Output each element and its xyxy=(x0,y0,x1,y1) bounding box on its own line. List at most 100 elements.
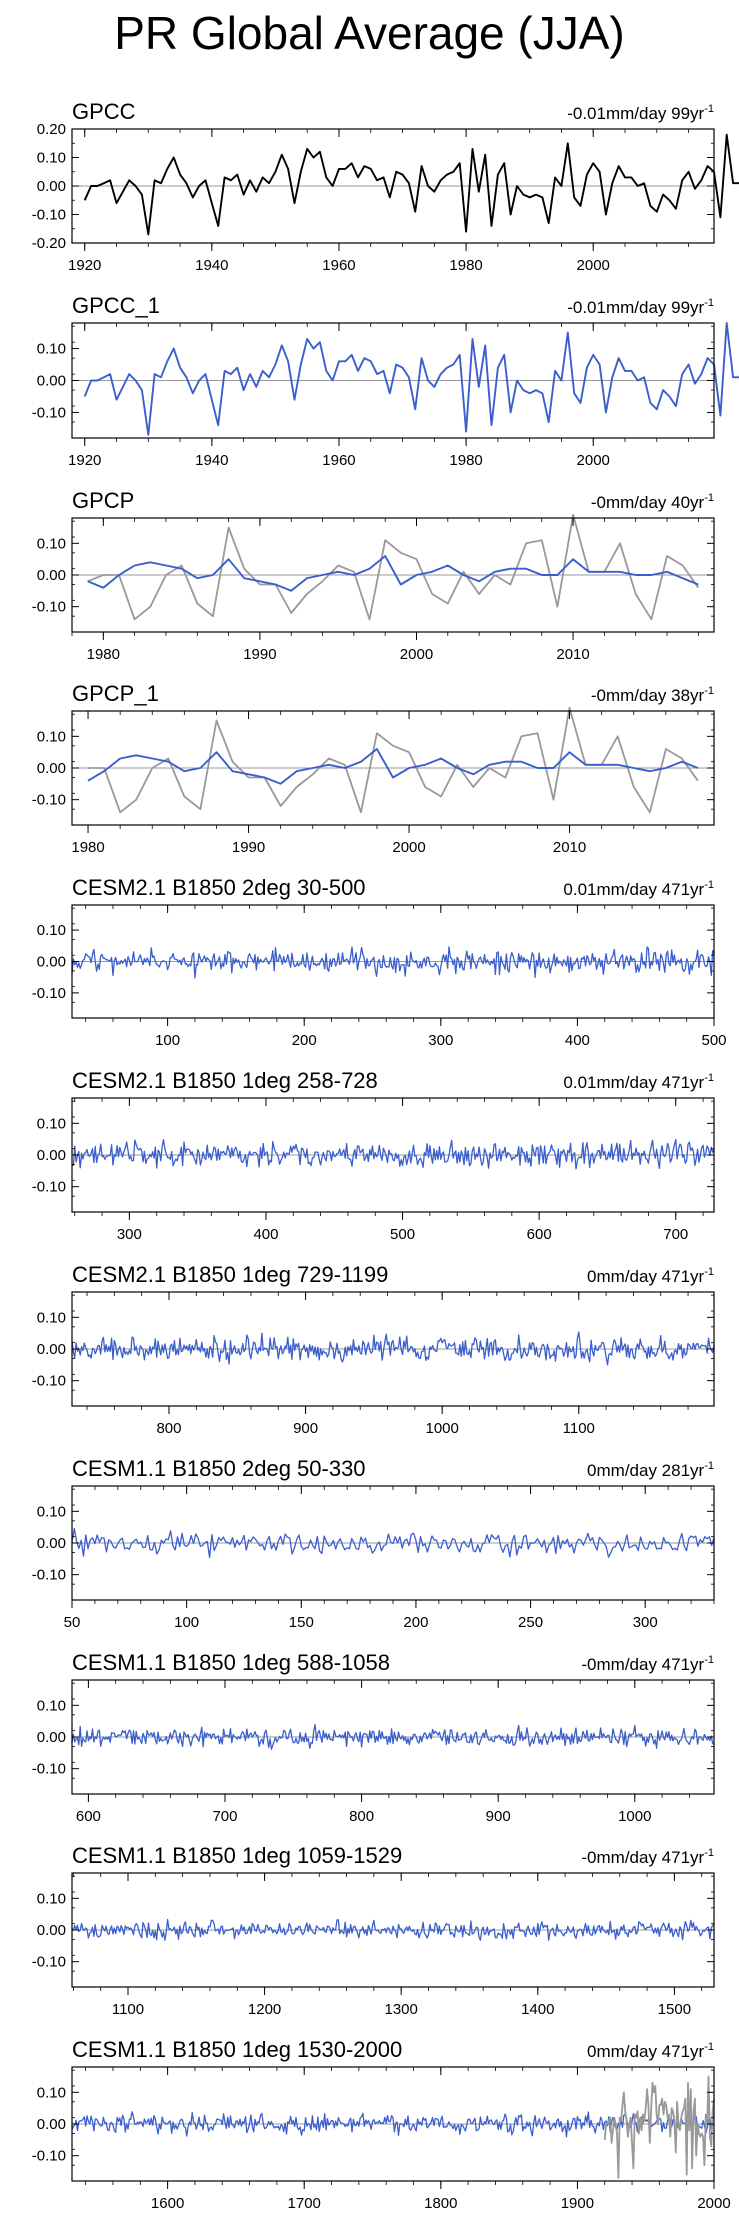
panel-title: CESM1.1 B1850 1deg 588-1058 xyxy=(72,1650,390,1675)
xtick-label: 1980 xyxy=(449,452,482,469)
series-line-model xyxy=(71,1527,715,1559)
ytick-label: -0.10 xyxy=(32,207,66,224)
panel-trend: -0mm/day 471yr-1 xyxy=(581,1847,714,1867)
panel-title: GPCP_1 xyxy=(72,681,159,706)
trend-value: -0.01mm/day 99yr xyxy=(567,104,704,123)
panel-trend: 0mm/day 471yr-1 xyxy=(587,1266,714,1286)
ytick-label: 0.10 xyxy=(37,150,66,167)
xtick-label: 900 xyxy=(486,1808,511,1825)
panel-1: GPCC -0.01mm/day 99yr-1 0.20 0.10 0.00 -0.10 -… xyxy=(32,99,739,274)
series-line-raw xyxy=(603,2075,715,2179)
panel-title: CESM2.1 B1850 2deg 30-500 xyxy=(72,875,366,900)
xtick-label: 2010 xyxy=(553,839,586,856)
panel-8: CESM1.1 B1850 2deg 50-330 0mm/day 281yr-1… xyxy=(32,1456,715,1631)
trend-value: -0.01mm/day 99yr xyxy=(567,298,704,317)
xtick-label: 1980 xyxy=(87,646,120,663)
ytick-label: -0.10 xyxy=(32,1179,66,1196)
xtick-label: 250 xyxy=(518,1614,543,1631)
ytick-label: 0.00 xyxy=(37,2116,66,2133)
trend-value: -0mm/day 40yr xyxy=(591,493,705,512)
ytick-label: 0.10 xyxy=(37,535,66,552)
xtick-label: 1800 xyxy=(424,2195,457,2212)
panel-10: CESM1.1 B1850 1deg 1059-1529 -0mm/day 471… xyxy=(32,1843,715,2018)
ytick-label: 0.00 xyxy=(37,1147,66,1164)
xtick-label: 300 xyxy=(633,1614,658,1631)
ytick-label: 0.00 xyxy=(37,1341,66,1358)
ytick-label: 0.10 xyxy=(37,728,66,745)
xtick-label: 1980 xyxy=(449,257,482,274)
series-line-raw xyxy=(88,706,699,814)
ytick-label: -0.10 xyxy=(32,404,66,421)
ytick-label: 0.00 xyxy=(37,1535,66,1552)
series-line-model xyxy=(71,1138,715,1170)
xtick-label: 1400 xyxy=(521,2001,554,2018)
xtick-label: 300 xyxy=(117,1226,142,1243)
xtick-label: 600 xyxy=(76,1808,101,1825)
xtick-label: 400 xyxy=(253,1226,278,1243)
trend-value: 0.01mm/day 471yr xyxy=(563,1073,704,1092)
panel-title: GPCP xyxy=(72,488,134,513)
ytick-label: 0.10 xyxy=(37,1115,66,1132)
ytick-label: 0.00 xyxy=(37,760,66,777)
ytick-label: 0.10 xyxy=(37,1503,66,1520)
ytick-label: 0.10 xyxy=(37,1890,66,1907)
xtick-label: 100 xyxy=(155,1032,180,1049)
xtick-label: 1940 xyxy=(195,452,228,469)
xtick-label: 400 xyxy=(565,1032,590,1049)
series-line-model xyxy=(71,946,715,979)
trend-value: 0.01mm/day 471yr xyxy=(563,880,704,899)
ytick-label: 0.00 xyxy=(37,178,66,195)
xtick-label: 800 xyxy=(349,1808,374,1825)
xtick-label: 1980 xyxy=(71,839,104,856)
ytick-label: 0.00 xyxy=(37,373,66,390)
series-line-model xyxy=(87,555,699,592)
ytick-label: 0.10 xyxy=(37,2084,66,2101)
xtick-label: 1990 xyxy=(232,839,265,856)
ytick-label: -0.10 xyxy=(32,1373,66,1390)
panel-4: GPCP_1 -0mm/day 38yr-1 0.10 0.00 -0.10 1980 19… xyxy=(32,681,715,856)
xtick-label: 100 xyxy=(174,1614,199,1631)
xtick-label: 500 xyxy=(701,1032,726,1049)
xtick-label: 2000 xyxy=(400,646,433,663)
xtick-label: 1100 xyxy=(563,1420,595,1437)
series-line-obs xyxy=(83,133,739,236)
trend-value: -0mm/day 471yr xyxy=(581,1848,704,1867)
panel-6: CESM2.1 B1850 1deg 258-728 0.01mm/day 471… xyxy=(32,1068,715,1243)
panel-trend: 0.01mm/day 471yr-1 xyxy=(563,1072,714,1092)
ytick-label: -0.20 xyxy=(32,235,66,252)
ytick-label: -0.10 xyxy=(32,985,66,1002)
xtick-label: 1600 xyxy=(151,2195,184,2212)
xtick-label: 300 xyxy=(428,1032,453,1049)
ytick-label: 0.20 xyxy=(37,121,66,138)
trend-exponent: -1 xyxy=(704,1847,714,1859)
ytick-label: 0.10 xyxy=(37,1309,66,1326)
xtick-label: 150 xyxy=(289,1614,314,1631)
ytick-label: -0.10 xyxy=(32,1567,66,1584)
xtick-label: 2000 xyxy=(577,452,610,469)
ytick-label: 0.10 xyxy=(37,1697,66,1714)
xtick-label: 700 xyxy=(212,1808,237,1825)
xtick-label: 1100 xyxy=(112,2001,144,2018)
ytick-label: 0.10 xyxy=(37,341,66,358)
ytick-label: -0.10 xyxy=(32,1761,66,1778)
xtick-label: 800 xyxy=(156,1420,181,1437)
trend-exponent: -1 xyxy=(704,685,714,697)
trend-value: -0mm/day 471yr xyxy=(581,1655,704,1674)
panel-title: GPCC xyxy=(72,99,136,124)
ytick-label: -0.10 xyxy=(32,792,66,809)
panel-trend: -0mm/day 40yr-1 xyxy=(591,492,714,512)
xtick-label: 1000 xyxy=(618,1808,651,1825)
panel-3: GPCP -0mm/day 40yr-1 0.10 0.00 -0.10 1980 1990… xyxy=(32,488,715,663)
xtick-label: 1920 xyxy=(68,257,101,274)
trend-exponent: -1 xyxy=(704,103,714,115)
xtick-label: 50 xyxy=(64,1614,81,1631)
trend-exponent: -1 xyxy=(704,1072,714,1084)
xtick-label: 1500 xyxy=(658,2001,691,2018)
panel-trend: -0.01mm/day 99yr-1 xyxy=(567,103,714,123)
panel-trend: -0mm/day 471yr-1 xyxy=(581,1654,714,1674)
trend-value: -0mm/day 38yr xyxy=(591,686,705,705)
panel-11: CESM1.1 B1850 1deg 1530-2000 0mm/day 471y… xyxy=(32,2037,731,2212)
xtick-label: 1200 xyxy=(248,2001,281,2018)
xtick-label: 2000 xyxy=(577,257,610,274)
